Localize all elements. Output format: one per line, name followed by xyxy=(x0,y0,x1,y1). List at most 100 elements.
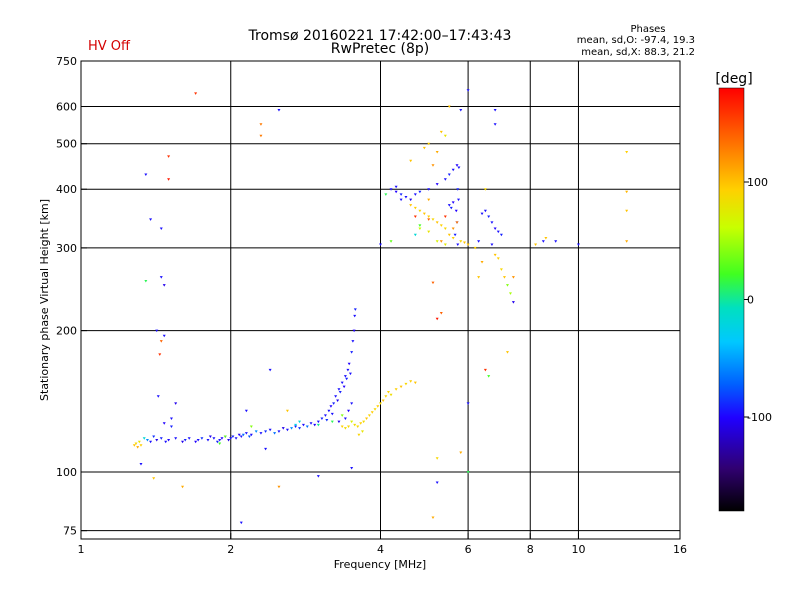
data-point xyxy=(505,351,509,354)
data-point xyxy=(162,284,166,287)
data-point xyxy=(418,224,422,227)
data-point xyxy=(285,409,289,413)
data-point xyxy=(360,430,364,433)
data-point xyxy=(329,405,333,408)
data-point xyxy=(348,372,352,376)
data-point xyxy=(487,375,491,378)
data-point xyxy=(404,382,408,386)
data-point xyxy=(181,485,185,489)
data-point xyxy=(370,411,374,414)
data-point xyxy=(625,190,629,194)
data-point xyxy=(347,425,351,428)
data-point xyxy=(379,402,382,405)
phase-stats-o: mean, sd,O: -97.4, 19.3 xyxy=(577,35,695,46)
data-point xyxy=(466,402,470,405)
colorbar-label: [deg] xyxy=(715,71,752,87)
data-point xyxy=(462,241,466,245)
data-point xyxy=(435,221,439,224)
data-point xyxy=(496,257,500,260)
data-point xyxy=(459,108,463,112)
y-tick-label: 600 xyxy=(56,101,77,114)
colorbar-tick-label: 100 xyxy=(747,176,768,189)
data-point xyxy=(493,108,497,112)
data-point xyxy=(499,268,503,271)
data-point xyxy=(342,385,346,389)
data-point xyxy=(159,227,163,230)
x-tick-label: 16 xyxy=(673,543,687,556)
phase-colorbar xyxy=(718,87,745,512)
data-point xyxy=(231,435,235,439)
data-point xyxy=(466,470,470,474)
data-point xyxy=(427,188,431,191)
data-point xyxy=(249,433,253,437)
data-point xyxy=(459,451,463,455)
data-point xyxy=(483,209,487,213)
data-point xyxy=(347,409,351,413)
data-point xyxy=(247,435,251,439)
data-point xyxy=(338,391,342,394)
data-point xyxy=(435,457,439,460)
data-point xyxy=(212,437,216,440)
data-point xyxy=(340,414,344,417)
data-point xyxy=(413,381,417,385)
grid-layer xyxy=(81,60,680,539)
data-point xyxy=(340,381,344,385)
data-point xyxy=(281,427,285,430)
data-point xyxy=(435,317,439,321)
data-point xyxy=(159,437,163,440)
data-point xyxy=(493,253,497,257)
colorbar-tick-label: -100 xyxy=(747,411,772,424)
data-point xyxy=(490,221,494,224)
data-point xyxy=(152,477,156,480)
data-point xyxy=(277,108,281,112)
data-point xyxy=(451,201,455,204)
data-point xyxy=(480,260,484,264)
data-point xyxy=(350,466,354,470)
data-point xyxy=(431,281,435,285)
data-point xyxy=(264,430,268,433)
data-point xyxy=(625,240,629,243)
data-point xyxy=(169,417,173,420)
data-point xyxy=(259,432,263,435)
data-point xyxy=(194,440,198,444)
data-point xyxy=(244,432,248,435)
data-point xyxy=(544,236,548,240)
data-point xyxy=(439,312,443,315)
data-point xyxy=(196,438,200,442)
data-point xyxy=(298,420,302,424)
data-point xyxy=(447,233,451,237)
data-point xyxy=(350,351,354,354)
data-point xyxy=(264,447,268,451)
data-point xyxy=(277,485,281,489)
data-point xyxy=(268,428,272,432)
data-point xyxy=(439,240,443,243)
data-point xyxy=(443,227,447,230)
data-point xyxy=(483,188,487,191)
data-point xyxy=(220,437,224,440)
data-point xyxy=(259,134,263,138)
data-point xyxy=(237,433,241,437)
data-point xyxy=(218,438,222,442)
data-point xyxy=(457,198,461,202)
data-point xyxy=(162,422,166,425)
data-point xyxy=(167,178,171,181)
data-point xyxy=(483,368,487,372)
data-point xyxy=(337,388,341,391)
y-tick-label: 300 xyxy=(56,242,77,255)
y-tick-label: 100 xyxy=(56,466,77,479)
data-point xyxy=(223,435,227,439)
data-point xyxy=(404,196,408,199)
phase-stats-x: mean, sd,X: 88.3, 21.2 xyxy=(581,47,695,58)
data-point xyxy=(301,423,305,427)
data-point xyxy=(305,425,309,428)
data-point xyxy=(309,422,313,425)
y-tick-label: 400 xyxy=(56,183,77,196)
data-point xyxy=(422,212,426,216)
data-point xyxy=(431,164,435,167)
data-point xyxy=(357,433,361,437)
data-point xyxy=(239,521,243,525)
data-point xyxy=(345,377,349,381)
data-point xyxy=(413,215,417,218)
data-point xyxy=(480,212,484,216)
